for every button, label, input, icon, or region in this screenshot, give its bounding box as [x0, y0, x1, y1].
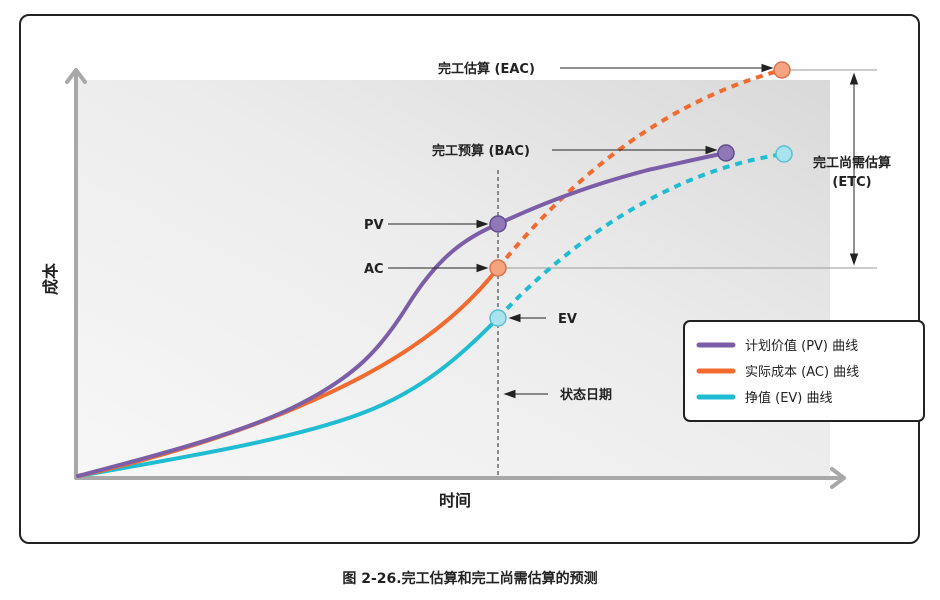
eac-marker — [773, 61, 791, 79]
ev-forecast-curve — [496, 152, 785, 320]
pv-arrow — [388, 219, 489, 229]
ac-label: AC — [364, 262, 384, 277]
bac-arrow — [552, 145, 718, 155]
eac-label: 完工估算 (EAC) — [438, 61, 535, 77]
pv-marker — [489, 215, 507, 233]
legend-label-ev: 挣值 (EV) 曲线 — [745, 390, 833, 406]
x-axis — [74, 467, 846, 489]
legend-box — [683, 320, 925, 422]
x-axis-label: 时间 — [439, 491, 471, 510]
bac-label: 完工预算 (BAC) — [432, 143, 530, 159]
ac-forecast-curve — [496, 68, 783, 270]
status-date-arrow — [503, 389, 548, 399]
ev-marker — [489, 309, 507, 327]
y-axis — [65, 68, 87, 480]
ac-marker — [489, 259, 507, 277]
figure-caption: 图 2-26.完工估算和完工尚需估算的预测 — [342, 570, 597, 587]
eac-arrow — [560, 63, 774, 73]
legend-label-pv: 计划价值 (PV) 曲线 — [745, 338, 858, 354]
ev-forecast-marker — [775, 145, 793, 163]
ev-arrow — [508, 313, 546, 323]
status-date-label: 状态日期 — [560, 387, 612, 403]
legend: 计划价值 (PV) 曲线 实际成本 (AC) 曲线 挣值 (EV) 曲线 — [683, 320, 925, 422]
etc-label-line2: (ETC) — [832, 175, 871, 190]
etc-label-line1: 完工尚需估算 — [813, 155, 891, 171]
pv-label: PV — [364, 218, 384, 233]
ac-arrow — [388, 263, 489, 273]
ev-label: EV — [558, 312, 577, 327]
etc-double-arrow — [849, 72, 859, 266]
ev-curve — [76, 316, 500, 478]
pv-curve — [76, 151, 728, 478]
y-axis-label: 成本 — [41, 263, 60, 295]
pv-bac-marker — [717, 144, 735, 162]
legend-label-ac: 实际成本 (AC) 曲线 — [745, 365, 859, 380]
